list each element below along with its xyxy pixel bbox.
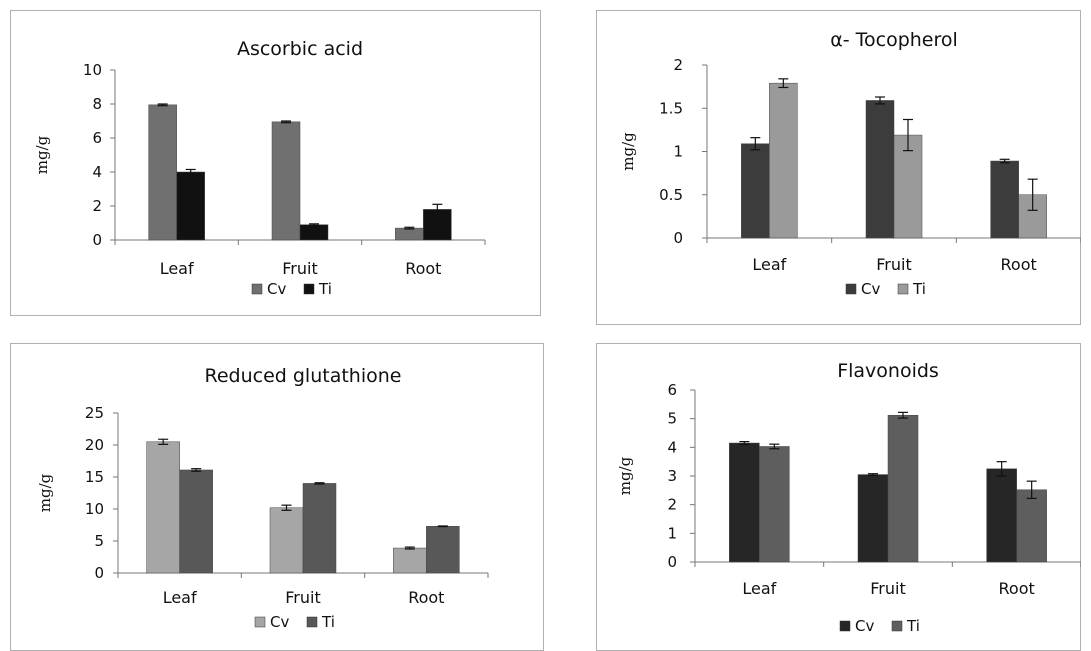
chart-title: Flavonoids	[837, 360, 939, 382]
tocopherol-panel: α- Tocopherol mg/g 0 0.5 1 1.5 2 Leaf Fruit Root C…	[596, 10, 1081, 325]
chart-title: Ascorbic acid	[237, 38, 363, 60]
legend-swatch-ti	[897, 283, 909, 295]
bar-cv	[986, 468, 1017, 563]
x-tick-label: Root	[405, 259, 441, 278]
chart-svg: Flavonoids mg/g 0 1 2 3 4 5 6 Leaf Fruit Root Cv Ti	[596, 343, 1081, 651]
x-tick-label: Fruit	[282, 259, 317, 278]
x-tick-label: Root	[408, 588, 444, 607]
y-tick-label: 4	[92, 163, 102, 181]
bar-ti	[302, 483, 337, 574]
bar-cv	[393, 547, 427, 574]
x-tick-label: Leaf	[742, 579, 776, 598]
chart-border	[10, 343, 544, 651]
y-tick-label: 6	[667, 381, 677, 399]
y-tick-label: 4	[667, 438, 677, 456]
bar-cv	[990, 160, 1019, 239]
x-tick-label: Fruit	[285, 588, 320, 607]
bar-cv	[741, 143, 770, 239]
y-tick-label: 0	[673, 229, 683, 247]
bar-cv	[857, 474, 889, 563]
bar-cv	[269, 507, 304, 574]
legend-label-ti: Ti	[906, 617, 920, 635]
x-tick-label: Root	[1001, 255, 1037, 274]
chart-svg: Ascorbic acid mg/g 0 2 4 6 8 10 Leaf Fruit Root Cv T…	[10, 10, 541, 316]
x-tick-label: Fruit	[870, 579, 905, 598]
bar-cv	[271, 121, 301, 241]
x-tick-label: Root	[999, 579, 1035, 598]
y-axis-label: mg/g	[616, 456, 634, 495]
bar-ti	[426, 526, 460, 574]
chart-title: α- Tocopherol	[830, 29, 958, 51]
y-axis-label: mg/g	[36, 473, 54, 512]
chart-svg: α- Tocopherol mg/g 0 0.5 1 1.5 2 Leaf Fruit Root C…	[596, 10, 1081, 325]
bar-ti	[179, 469, 213, 574]
y-tick-label: 3	[667, 467, 677, 485]
legend-label-cv: Cv	[855, 617, 874, 635]
x-tick-label: Fruit	[876, 255, 911, 274]
bar-ti	[759, 446, 790, 563]
chart-title: Reduced glutathione	[205, 365, 402, 387]
legend-label-cv: Cv	[267, 280, 286, 298]
bar-ti	[769, 82, 798, 239]
y-tick-label: 0	[94, 564, 104, 582]
y-tick-label: 8	[92, 95, 102, 113]
y-tick-label: 0	[92, 231, 102, 249]
chart-body: Reduced glutathione mg/g 0 5 10 15 20 25 Leaf Fru…	[10, 343, 544, 651]
legend-swatch-cv	[254, 616, 266, 628]
chart-body: Flavonoids mg/g 0 1 2 3 4 5 6 Leaf Fruit Root Cv Ti	[596, 343, 1081, 651]
y-axis-label: mg/g	[33, 135, 51, 174]
bar-ti	[299, 224, 329, 241]
ascorbic-acid-panel: Ascorbic acid mg/g 0 2 4 6 8 10 Leaf Fruit Root Cv T…	[10, 10, 541, 316]
y-tick-label: 1	[673, 143, 683, 161]
chart-svg: Reduced glutathione mg/g 0 5 10 15 20 25 Leaf Fru…	[10, 343, 544, 651]
y-tick-label: 10	[85, 500, 104, 518]
legend-swatch-cv	[839, 620, 851, 632]
bar-cv	[729, 442, 760, 563]
legend-swatch-cv	[845, 283, 857, 295]
chart-body: α- Tocopherol mg/g 0 0.5 1 1.5 2 Leaf Fruit Root C…	[596, 10, 1081, 325]
flavonoids-panel: Flavonoids mg/g 0 1 2 3 4 5 6 Leaf Fruit Root Cv Ti	[596, 343, 1081, 651]
bar-cv	[395, 227, 424, 241]
y-tick-label: 15	[85, 468, 104, 486]
chart-body: Ascorbic acid mg/g 0 2 4 6 8 10 Leaf Fruit Root Cv T…	[10, 10, 541, 316]
legend-label-cv: Cv	[270, 613, 289, 631]
bar-ti	[893, 134, 923, 239]
legend-label-ti: Ti	[912, 280, 926, 298]
y-tick-label: 2	[673, 56, 683, 74]
bar-ti	[887, 414, 919, 563]
y-tick-label: 5	[667, 410, 677, 428]
legend-label-ti: Ti	[318, 280, 332, 298]
y-tick-label: 5	[94, 532, 104, 550]
x-tick-label: Leaf	[160, 259, 194, 278]
y-tick-label: 25	[85, 404, 104, 422]
y-tick-label: 6	[92, 129, 102, 147]
y-tick-label: 0	[667, 553, 677, 571]
y-tick-label: 1.5	[659, 99, 683, 117]
legend-label-ti: Ti	[321, 613, 335, 631]
bar-cv	[148, 104, 177, 241]
x-tick-label: Leaf	[752, 255, 786, 274]
bar-ti	[176, 171, 205, 241]
bar-cv	[146, 441, 180, 574]
legend-swatch-cv	[251, 283, 263, 295]
y-tick-label: 20	[85, 436, 104, 454]
legend-label-cv: Cv	[861, 280, 880, 298]
y-tick-label: 2	[667, 496, 677, 514]
y-tick-label: 2	[92, 197, 102, 215]
y-tick-label: 1	[667, 524, 677, 542]
y-axis-label: mg/g	[619, 132, 637, 171]
bar-ti	[1016, 489, 1047, 563]
legend-swatch-ti	[891, 620, 903, 632]
legend-swatch-ti	[303, 283, 315, 295]
bar-cv	[865, 100, 895, 239]
legend-swatch-ti	[306, 616, 318, 628]
y-tick-label: 0.5	[659, 186, 683, 204]
y-tick-label: 10	[83, 61, 102, 79]
glutathione-panel: Reduced glutathione mg/g 0 5 10 15 20 25 Leaf Fru…	[10, 343, 544, 651]
x-tick-label: Leaf	[163, 588, 197, 607]
